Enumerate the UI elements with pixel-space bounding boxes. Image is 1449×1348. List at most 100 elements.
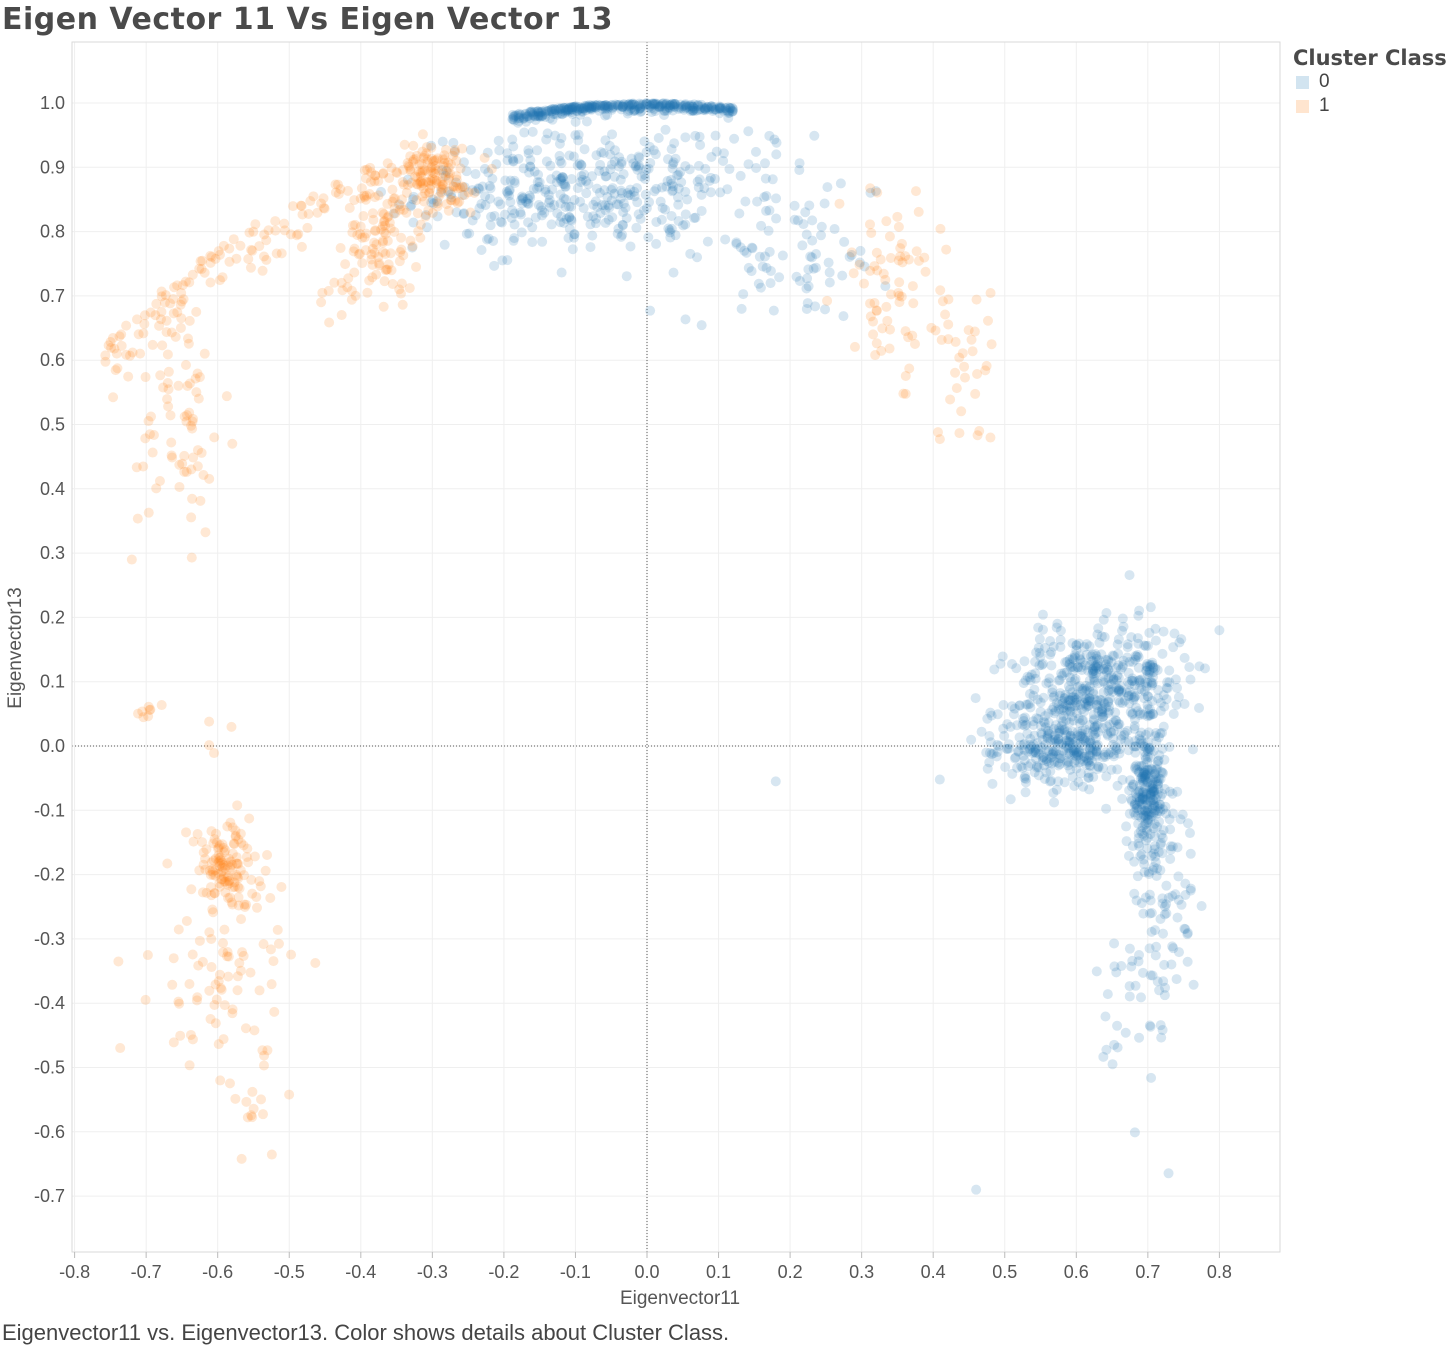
point-series-0: [1071, 689, 1082, 700]
point-series-0: [550, 104, 561, 115]
point-series-0: [1116, 734, 1127, 745]
point-series-0: [621, 101, 632, 112]
point-series-0: [650, 149, 661, 160]
point-series-1: [200, 527, 211, 538]
point-series-0: [680, 132, 691, 143]
point-series-0: [1187, 744, 1198, 755]
point-series-1: [259, 229, 270, 240]
point-series-0: [1103, 696, 1114, 707]
point-series-0: [999, 730, 1010, 741]
point-series-0: [556, 173, 567, 184]
point-series-0: [1092, 658, 1103, 669]
point-series-0: [1074, 650, 1085, 661]
point-series-0: [731, 238, 742, 249]
point-series-0: [1077, 657, 1088, 668]
point-series-0: [1032, 694, 1043, 705]
point-series-0: [511, 110, 522, 121]
point-series-0: [1074, 745, 1085, 756]
point-series-0: [513, 153, 524, 164]
point-series-0: [1058, 710, 1069, 721]
point-series-0: [1089, 721, 1100, 732]
point-series-0: [584, 103, 595, 114]
point-series-1: [323, 285, 334, 296]
x-tick-label: -0.3: [417, 1262, 448, 1282]
point-series-0: [1134, 761, 1145, 772]
point-series-0: [1184, 828, 1195, 839]
point-series-0: [576, 159, 587, 170]
point-series-0: [1104, 719, 1115, 730]
point-series-0: [580, 105, 591, 116]
point-series-0: [1130, 799, 1141, 810]
point-series-0: [1101, 803, 1112, 814]
point-series-0: [1069, 650, 1080, 661]
point-series-1: [971, 294, 982, 305]
point-series-0: [526, 106, 537, 117]
point-series-0: [1149, 844, 1160, 855]
point-series-0: [524, 190, 535, 201]
legend[interactable]: Cluster Class 0 1: [1293, 46, 1447, 118]
point-series-0: [1154, 816, 1165, 827]
point-series-0: [518, 163, 529, 174]
legend-item-1[interactable]: 1: [1293, 94, 1447, 118]
point-series-0: [643, 163, 654, 174]
point-series-0: [764, 130, 775, 141]
point-series-0: [1063, 748, 1074, 759]
point-series-0: [559, 103, 570, 114]
point-series-0: [1048, 641, 1059, 652]
point-series-0: [669, 102, 680, 113]
point-series-0: [1046, 758, 1057, 769]
point-series-0: [445, 189, 456, 200]
point-series-0: [533, 106, 544, 117]
point-series-1: [244, 227, 255, 238]
point-series-0: [1150, 663, 1161, 674]
point-series-0: [982, 713, 993, 724]
point-series-0: [1060, 742, 1071, 753]
point-series-0: [724, 105, 735, 116]
point-series-0: [1176, 899, 1187, 910]
point-series-0: [995, 658, 1006, 669]
point-series-0: [435, 186, 446, 197]
y-tick-label: -0.4: [34, 993, 65, 1013]
legend-item-0[interactable]: 0: [1293, 70, 1447, 94]
point-series-0: [1103, 673, 1114, 684]
point-series-0: [838, 311, 849, 322]
point-series-0: [564, 212, 575, 223]
point-series-0: [1059, 667, 1070, 678]
point-series-1: [291, 230, 302, 241]
point-series-0: [792, 215, 803, 226]
point-series-0: [1084, 737, 1095, 748]
point-series-0: [573, 135, 584, 146]
point-series-0: [703, 102, 714, 113]
point-series-0: [1077, 715, 1088, 726]
point-series-0: [721, 105, 732, 116]
point-series-1: [201, 844, 212, 855]
point-series-0: [1081, 680, 1092, 691]
point-series-0: [1048, 747, 1059, 758]
point-series-0: [1094, 637, 1105, 648]
point-series-0: [1039, 642, 1050, 653]
point-series-0: [507, 109, 518, 120]
point-series-0: [640, 189, 651, 200]
point-series-0: [707, 105, 718, 116]
legend-title: Cluster Class: [1293, 46, 1447, 70]
point-series-1: [140, 994, 151, 1005]
point-series-0: [502, 255, 513, 266]
point-series-0: [657, 99, 668, 110]
point-series-0: [1089, 722, 1100, 733]
point-series-0: [1157, 767, 1168, 778]
point-series-0: [1105, 747, 1116, 758]
point-series-0: [759, 192, 770, 203]
point-series-0: [500, 175, 511, 186]
point-series-0: [527, 237, 538, 248]
point-series-0: [616, 156, 627, 167]
point-series-1: [107, 332, 118, 343]
point-series-0: [595, 208, 606, 219]
point-series-0: [548, 108, 559, 119]
point-series-0: [1050, 720, 1061, 731]
point-series-0: [1108, 739, 1119, 750]
point-series-0: [576, 160, 587, 171]
point-series-1: [233, 858, 244, 869]
point-series-1: [441, 199, 452, 210]
point-series-0: [613, 199, 624, 210]
point-series-0: [695, 104, 706, 115]
